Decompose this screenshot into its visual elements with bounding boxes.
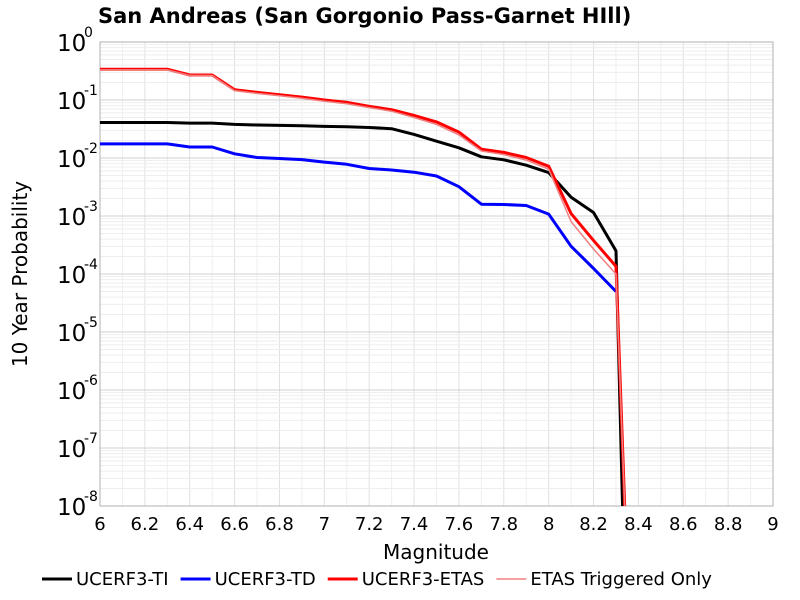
y-tick-exponent: -8 [84, 489, 98, 505]
series-layer [100, 67, 627, 506]
x-tick-label: 8.2 [579, 514, 608, 535]
y-tick-label: 10-2 [57, 141, 98, 173]
y-tick-exponent: -3 [84, 199, 98, 215]
legend: UCERF3-TI UCERF3-TD UCERF3-ETAS ETAS Trigge… [42, 569, 712, 590]
x-axis-label: Magnitude [383, 540, 489, 564]
y-tick-base: 10 [57, 147, 86, 173]
y-tick-base: 10 [57, 495, 86, 521]
legend-item-ucerf3-etas: UCERF3-ETAS [327, 569, 485, 590]
y-tick-exponent: -4 [84, 257, 98, 273]
y-tick-base: 10 [57, 437, 86, 463]
y-tick-label: 10-7 [57, 431, 98, 463]
y-tick-label: 10-3 [57, 199, 98, 231]
y-tick-label: 100 [57, 25, 93, 57]
x-tick-label: 6.8 [265, 514, 294, 535]
x-tick-label: 6.6 [220, 514, 249, 535]
legend-item-etas-triggered-only: ETAS Triggered Only [496, 569, 712, 590]
x-tick-label: 7.6 [445, 514, 474, 535]
legend-label: UCERF3-TI [76, 569, 169, 590]
y-tick-base: 10 [57, 89, 86, 115]
y-tick-exponent: 0 [84, 25, 93, 41]
x-tick-label: 9 [767, 514, 778, 535]
series-line-ucerf3-td [100, 142, 618, 293]
x-tick-label: 6.4 [175, 514, 204, 535]
x-tick-label: 7.4 [400, 514, 429, 535]
x-tick-label: 7.8 [489, 514, 518, 535]
grid [99, 41, 774, 507]
x-tick-labels: 6 6.2 6.4 6.6 6.8 7 7.2 7.4 7.6 7.8 8 8.2 8.4 8.6 8.8 9 [94, 514, 778, 535]
y-axis-label: 10 Year Probability [8, 181, 32, 367]
x-tick-label: 7.2 [355, 514, 384, 535]
y-tick-base: 10 [57, 205, 86, 231]
y-tick-base: 10 [57, 263, 86, 289]
x-tick-label: 6.2 [131, 514, 160, 535]
y-tick-label: 10-8 [57, 489, 98, 521]
x-tick-label: 8 [543, 514, 554, 535]
x-tick-label: 8.8 [714, 514, 743, 535]
legend-item-ucerf3-ti: UCERF3-TI [42, 569, 169, 590]
y-tick-exponent: -5 [84, 315, 98, 331]
series-line-ucerf3-etas [100, 67, 627, 506]
legend-item-ucerf3-td: UCERF3-TD [180, 569, 316, 590]
series-line-etas-triggered-only [100, 69, 626, 506]
y-tick-base: 10 [57, 31, 86, 57]
x-tick-label: 8.4 [624, 514, 653, 535]
y-tick-base: 10 [57, 321, 86, 347]
y-tick-exponent: -6 [84, 373, 98, 389]
plot-frame [99, 41, 774, 507]
legend-label: UCERF3-TD [215, 569, 316, 590]
x-tick-label: 6 [94, 514, 105, 535]
y-tick-exponent: -2 [84, 141, 98, 157]
chart-title: San Andreas (San Gorgonio Pass-Garnet HI… [98, 4, 631, 28]
y-tick-label: 10-1 [57, 83, 98, 115]
legend-label: UCERF3-ETAS [362, 569, 485, 590]
legend-label: ETAS Triggered Only [530, 569, 712, 590]
y-tick-base: 10 [57, 379, 86, 405]
y-tick-exponent: -7 [84, 431, 98, 447]
series-line-ucerf3-ti [100, 121, 625, 506]
y-tick-label: 10-4 [57, 257, 98, 289]
x-tick-label: 7 [319, 514, 330, 535]
y-tick-label: 10-5 [57, 315, 98, 347]
y-tick-label: 10-6 [57, 373, 98, 405]
x-tick-label: 8.6 [669, 514, 698, 535]
y-tick-exponent: -1 [84, 83, 98, 99]
